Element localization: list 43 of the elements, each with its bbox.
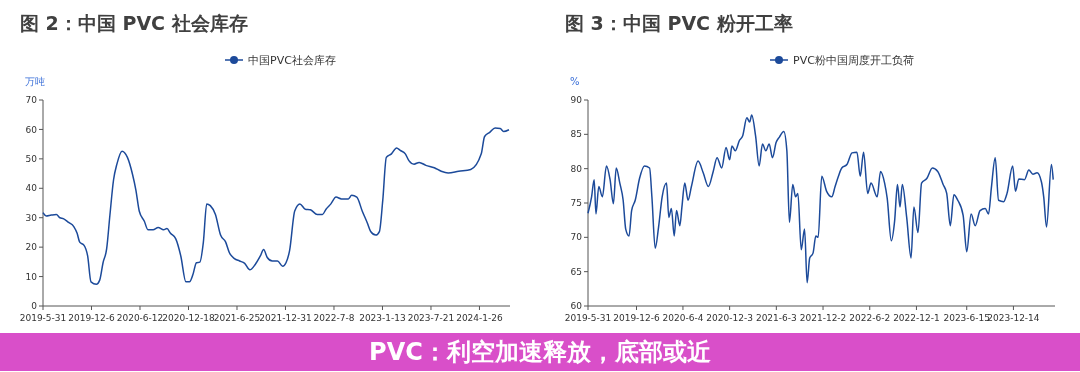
x-tick-label: 2020-6-12 xyxy=(116,313,164,323)
y-tick-label: 20 xyxy=(25,242,38,253)
legend-label: 中国PVC社会库存 xyxy=(248,53,336,67)
x-tick-label: 2019-5-31 xyxy=(19,313,67,323)
chart-title: 图 3：中国 PVC 粉开工率 xyxy=(565,12,793,34)
chart-title: 图 2：中国 PVC 社会库存 xyxy=(20,12,248,34)
x-tick-label: 2021-6-3 xyxy=(755,313,797,323)
y-tick-label: 40 xyxy=(25,183,38,194)
x-tick-label: 2024-1-26 xyxy=(456,313,504,323)
x-tick-label: 2022-6-2 xyxy=(849,313,891,323)
text: PVC：利空加速释放，底部或近 xyxy=(369,338,711,367)
x-tick-label: 2020-12-18 xyxy=(162,313,215,323)
y-tick-label: 50 xyxy=(25,154,38,165)
y-axis-title: 万吨 xyxy=(25,76,45,87)
legend-label: PVC粉中国周度开工负荷 xyxy=(793,53,914,67)
x-tick-label: 2023-12-14 xyxy=(987,313,1040,323)
y-tick-label: 30 xyxy=(25,212,38,223)
y-tick-label: 65 xyxy=(570,266,582,277)
x-tick-label: 2022-7-8 xyxy=(313,313,355,323)
y-tick-label: 0 xyxy=(31,301,38,312)
x-tick-label: 2019-12-6 xyxy=(613,313,661,323)
y-tick-label: 85 xyxy=(570,129,582,140)
y-tick-label: 75 xyxy=(570,198,582,209)
x-tick-label: 2020-6-4 xyxy=(662,313,704,323)
x-tick-label: 2023-7-21 xyxy=(407,313,455,323)
x-tick-label: 2020-12-3 xyxy=(706,313,753,323)
y-tick-label: 60 xyxy=(570,301,583,312)
x-tick-label: 2023-1-13 xyxy=(359,313,406,323)
x-tick-label: 2019-5-31 xyxy=(564,313,612,323)
x-tick-label: 2021-6-25 xyxy=(213,313,261,323)
y-tick-label: 60 xyxy=(25,124,38,135)
x-tick-label: 2019-12-6 xyxy=(68,313,116,323)
x-tick-label: 2022-12-1 xyxy=(893,313,940,323)
y-tick-label: 90 xyxy=(570,95,583,106)
line-series xyxy=(42,127,510,285)
x-tick-label: 2021-12-2 xyxy=(799,313,847,323)
y-tick-label: 70 xyxy=(570,232,583,243)
y-tick-label: 70 xyxy=(25,95,38,106)
y-axis-title: % xyxy=(570,76,580,87)
y-tick-label: 80 xyxy=(570,163,583,174)
x-tick-label: 2021-12-31 xyxy=(259,313,312,323)
line-series xyxy=(587,114,1054,284)
y-tick-label: 10 xyxy=(25,271,38,282)
